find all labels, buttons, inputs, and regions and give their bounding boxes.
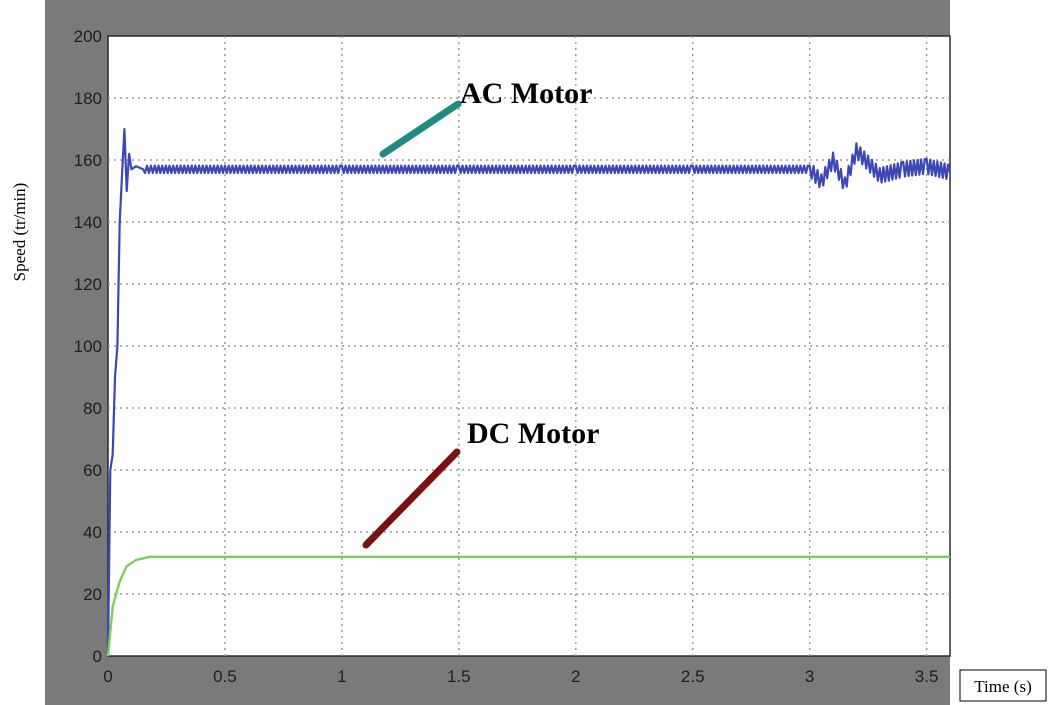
x-axis-label-box: [959, 669, 1047, 702]
y-tick-label: 60: [83, 461, 102, 480]
series-line-dc: [106, 555, 950, 657]
y-tick-label: 180: [74, 89, 102, 108]
dc-callout-arrow: [362, 448, 461, 549]
x-tick-label: 1: [337, 667, 346, 686]
x-tick-label: 2: [571, 667, 580, 686]
y-tick-label: 160: [74, 151, 102, 170]
y-axis-label: Speed (tr/min): [10, 183, 29, 282]
series-lines: [106, 127, 952, 657]
x-tick-label: 0: [103, 667, 112, 686]
y-tick-label: 80: [83, 399, 102, 418]
x-tick-label: 2.5: [681, 667, 705, 686]
series-line-ac: [106, 127, 952, 657]
y-tick-label: 140: [74, 213, 102, 232]
y-tick-label: 100: [74, 337, 102, 356]
ac-callout-arrow: [379, 100, 462, 158]
x-axis-label: Time (s): [974, 677, 1031, 696]
x-tick-label: 3.5: [915, 667, 939, 686]
y-tick-label: 20: [83, 585, 102, 604]
callouts: AC Motor DC Motor: [362, 77, 599, 549]
ac-callout-label: AC Motor: [460, 77, 592, 110]
y-tick-label: 0: [93, 647, 102, 666]
x-tick-label: 1.5: [447, 667, 471, 686]
tick-labels: 0 0.5 1 1.5 2 2.5 3 3.5 0 20 40 60 80 100 120 140 160 180…: [74, 27, 939, 686]
dc-callout-label: DC Motor: [467, 417, 599, 450]
x-tick-label: 3: [805, 667, 814, 686]
y-tick-label: 200: [74, 27, 102, 46]
y-tick-label: 120: [74, 275, 102, 294]
x-tick-label: 0.5: [213, 667, 237, 686]
y-tick-label: 40: [83, 523, 102, 542]
grid-lines: [108, 36, 950, 656]
